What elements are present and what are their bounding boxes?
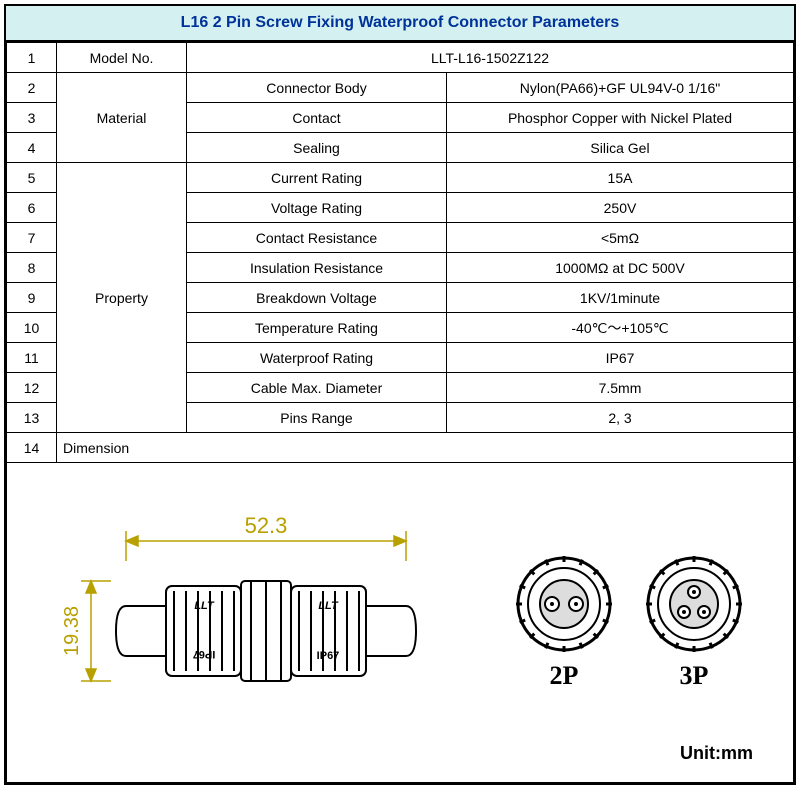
svg-text:19.38: 19.38: [61, 606, 83, 656]
category-cell: Model No.: [57, 43, 187, 73]
end-views: 2P 3P: [514, 554, 744, 691]
row-number: 8: [7, 253, 57, 283]
param-cell: Cable Max. Diameter: [187, 373, 447, 403]
value-cell: IP67: [447, 343, 794, 373]
end-label: 2P: [514, 661, 614, 691]
row-number: 1: [7, 43, 57, 73]
value-cell: LLT-L16-1502Z122: [187, 43, 794, 73]
value-cell: 1KV/1minute: [447, 283, 794, 313]
end-view-2p: 2P: [514, 554, 614, 691]
diagram-container: 52.3 19.38: [17, 473, 783, 772]
category-cell: Material: [57, 73, 187, 163]
end-view-3p: 3P: [644, 554, 744, 691]
diagram-cell: 52.3 19.38: [7, 463, 794, 783]
row-number: 5: [7, 163, 57, 193]
side-view: 52.3 19.38: [56, 511, 436, 734]
param-cell: Breakdown Voltage: [187, 283, 447, 313]
param-cell: Contact Resistance: [187, 223, 447, 253]
param-cell: Connector Body: [187, 73, 447, 103]
param-cell: Temperature Rating: [187, 313, 447, 343]
row-number: 2: [7, 73, 57, 103]
unit-label: Unit:mm: [680, 743, 753, 764]
end-label: 3P: [644, 661, 744, 691]
svg-text:LLT: LLT: [318, 600, 339, 612]
value-cell: 1000MΩ at DC 500V: [447, 253, 794, 283]
row-number: 11: [7, 343, 57, 373]
row-number: 6: [7, 193, 57, 223]
row-number: 4: [7, 133, 57, 163]
svg-text:LLT: LLT: [194, 600, 215, 612]
value-cell: 250V: [447, 193, 794, 223]
value-cell: 7.5mm: [447, 373, 794, 403]
param-cell: Waterproof Rating: [187, 343, 447, 373]
end-view-svg: [644, 554, 744, 654]
dimension-label-row: 14Dimension: [7, 433, 794, 463]
param-cell: Voltage Rating: [187, 193, 447, 223]
row-number: 9: [7, 283, 57, 313]
value-cell: <5mΩ: [447, 223, 794, 253]
svg-text:52.3: 52.3: [245, 513, 288, 538]
value-cell: 15A: [447, 163, 794, 193]
param-cell: Contact: [187, 103, 447, 133]
spec-sheet: L16 2 Pin Screw Fixing Waterproof Connec…: [4, 4, 796, 785]
end-view-svg: [514, 554, 614, 654]
row-number: 10: [7, 313, 57, 343]
title-bar: L16 2 Pin Screw Fixing Waterproof Connec…: [6, 6, 794, 42]
table-row: 5PropertyCurrent Rating15A: [7, 163, 794, 193]
param-cell: Sealing: [187, 133, 447, 163]
row-number: 13: [7, 403, 57, 433]
row-number: 12: [7, 373, 57, 403]
value-cell: -40℃～+105℃: [447, 313, 794, 343]
diagram-row: 52.3 19.38: [7, 463, 794, 783]
table-row: 1Model No.LLT-L16-1502Z122: [7, 43, 794, 73]
param-cell: Current Rating: [187, 163, 447, 193]
table-row: 2MaterialConnector BodyNylon(PA66)+GF UL…: [7, 73, 794, 103]
value-cell: Phosphor Copper with Nickel Plated: [447, 103, 794, 133]
category-cell: Property: [57, 163, 187, 433]
dimension-label: Dimension: [57, 433, 794, 463]
param-cell: Pins Range: [187, 403, 447, 433]
row-number: 7: [7, 223, 57, 253]
row-number: 3: [7, 103, 57, 133]
param-cell: Insulation Resistance: [187, 253, 447, 283]
parameters-table: 1Model No.LLT-L16-1502Z1222MaterialConne…: [6, 42, 794, 783]
value-cell: Silica Gel: [447, 133, 794, 163]
side-view-svg: 52.3 19.38: [56, 511, 436, 731]
row-number: 14: [7, 433, 57, 463]
value-cell: 2, 3: [447, 403, 794, 433]
svg-text:IP67: IP67: [193, 648, 216, 660]
svg-text:IP67: IP67: [317, 650, 340, 662]
value-cell: Nylon(PA66)+GF UL94V-0 1/16": [447, 73, 794, 103]
